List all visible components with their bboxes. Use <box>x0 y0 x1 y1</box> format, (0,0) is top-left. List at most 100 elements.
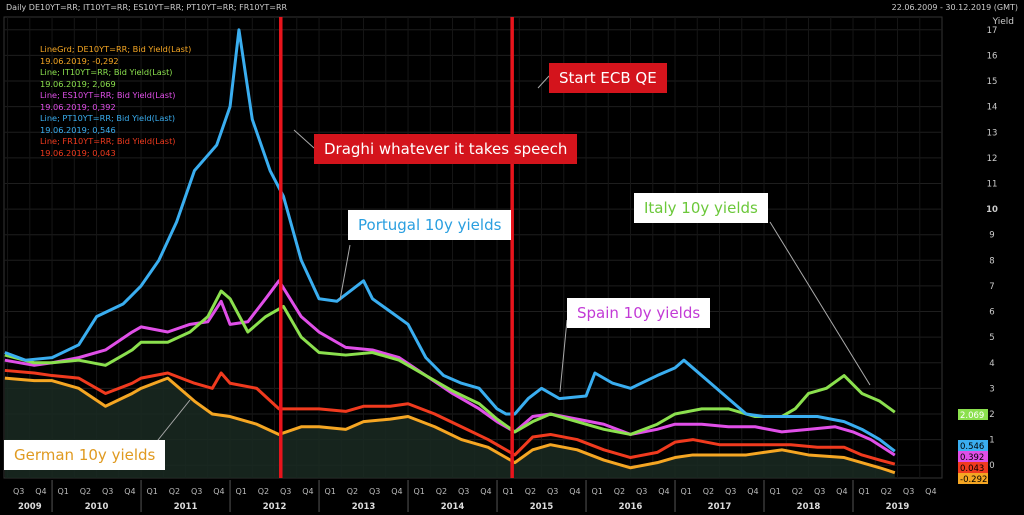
x-tick-quarter: Q3 <box>547 487 558 496</box>
x-tick-quarter: Q4 <box>569 487 580 496</box>
x-tick-quarter: Q2 <box>347 487 358 496</box>
legend-it-line1: Line; IT10YT=RR; Bid Yield(Last) <box>40 67 173 77</box>
x-tick-quarter: Q3 <box>636 487 647 496</box>
callout-draghi: Draghi whatever it takes speech <box>314 134 578 164</box>
legend-pt-line2: 19.06.2019; 0,546 <box>40 124 116 135</box>
x-tick-quarter: Q2 <box>436 487 447 496</box>
date-range: 22.06.2009 - 30.12.2019 (GMT) <box>891 3 1018 12</box>
callout-italy: Italy 10y yields <box>634 193 768 223</box>
x-tick-year: 2011 <box>174 502 198 512</box>
y-tick-label: 5 <box>989 333 994 343</box>
y-tick-label: 4 <box>989 359 994 369</box>
x-tick-quarter: Q1 <box>324 487 335 496</box>
x-tick-quarter: Q3 <box>725 487 736 496</box>
y-tick-label: 2 <box>989 410 994 420</box>
legend-de-line1: LineGrd; DE10YT=RR; Bid Yield(Last) <box>40 44 192 54</box>
x-tick-year: 2018 <box>797 502 821 512</box>
x-tick-quarter: Q4 <box>480 487 491 496</box>
x-tick-quarter: Q4 <box>836 487 847 496</box>
x-tick-year: 2015 <box>530 502 554 512</box>
x-tick-year: 2014 <box>441 502 465 512</box>
y-tick-label: 13 <box>987 128 998 138</box>
y-tick-label: 10 <box>986 205 998 215</box>
x-tick-quarter: Q3 <box>280 487 291 496</box>
x-tick-year: 2010 <box>85 502 109 512</box>
x-tick-quarter: Q4 <box>391 487 402 496</box>
x-tick-quarter: Q1 <box>769 487 780 496</box>
y-tick-label: 11 <box>987 179 998 189</box>
x-tick-quarter: Q2 <box>169 487 180 496</box>
x-tick-quarter: Q2 <box>792 487 803 496</box>
x-tick-quarter: Q3 <box>13 487 24 496</box>
legend-es-line1: Line; ES10YT=RR; Bid Yield(Last) <box>40 90 176 100</box>
last-value-it: 2.069 <box>960 411 984 421</box>
x-tick-quarter: Q2 <box>881 487 892 496</box>
y-tick-label: 0 <box>989 461 994 471</box>
spain-leader <box>559 319 568 393</box>
callout-portugal: Portugal 10y yields <box>348 210 512 240</box>
ecb-leader <box>537 75 550 89</box>
x-tick-quarter: Q4 <box>124 487 135 496</box>
last-value-badge-es <box>958 451 988 462</box>
legend-de-line2: 19.06.2019; -0,292 <box>40 55 119 66</box>
x-tick-quarter: Q2 <box>614 487 625 496</box>
x-tick-quarter: Q2 <box>80 487 91 496</box>
x-tick-quarter: Q3 <box>458 487 469 496</box>
y-tick-label: 7 <box>989 282 994 292</box>
x-tick-quarter: Q1 <box>680 487 691 496</box>
x-tick-quarter: Q2 <box>525 487 536 496</box>
x-tick-quarter: Q1 <box>858 487 869 496</box>
x-tick-quarter: Q1 <box>502 487 513 496</box>
x-tick-quarter: Q3 <box>369 487 380 496</box>
x-tick-quarter: Q4 <box>35 487 46 496</box>
x-tick-quarter: Q4 <box>925 487 936 496</box>
y-tick-label: 8 <box>989 256 994 266</box>
y-tick-label: 12 <box>987 154 998 164</box>
y-tick-label: 17 <box>987 26 998 36</box>
x-tick-quarter: Q4 <box>302 487 313 496</box>
x-tick-year: 2013 <box>352 502 376 512</box>
x-tick-quarter: Q1 <box>57 487 68 496</box>
chart-header: Daily DE10YT=RR; IT10YT=RR; ES10YT=RR; P… <box>0 0 1024 14</box>
callout-german: German 10y yields <box>4 440 166 470</box>
x-tick-quarter: Q2 <box>258 487 269 496</box>
x-tick-year: 2019 <box>886 502 910 512</box>
callout-spain: Spain 10y yields <box>567 298 711 328</box>
x-tick-quarter: Q3 <box>903 487 914 496</box>
x-tick-quarter: Q1 <box>235 487 246 496</box>
y-tick-label: 15 <box>987 77 998 87</box>
series-pt-line <box>4 28 896 453</box>
chart-title: Daily DE10YT=RR; IT10YT=RR; ES10YT=RR; P… <box>6 3 288 12</box>
portugal-leader <box>339 244 351 301</box>
y-tick-label: 3 <box>989 384 994 394</box>
y-tick-label: 6 <box>989 308 994 318</box>
x-tick-quarter: Q1 <box>591 487 602 496</box>
legend-fr-line1: Line; FR10YT=RR; Bid Yield(Last) <box>40 136 176 146</box>
draghi-leader <box>293 129 315 149</box>
callout-ecb: Start ECB QE <box>549 63 667 93</box>
last-value-badge-pt <box>958 440 988 451</box>
last-value-fr: 0.043 <box>960 464 984 474</box>
last-value-es: 0.392 <box>960 453 984 463</box>
last-value-pt: 0.546 <box>960 442 984 452</box>
italy-leader <box>769 221 871 386</box>
x-tick-quarter: Q1 <box>146 487 157 496</box>
y-tick-label: 14 <box>987 103 998 113</box>
last-value-de: -0.292 <box>960 475 987 485</box>
legend-pt-line1: Line; PT10YT=RR; Bid Yield(Last) <box>40 113 176 123</box>
y-tick-label: 16 <box>987 51 998 61</box>
legend-es-line2: 19.06.2019; 0,392 <box>40 101 116 112</box>
x-tick-quarter: Q3 <box>102 487 113 496</box>
x-tick-quarter: Q3 <box>191 487 202 496</box>
legend-fr-line2: 19.06.2019; 0,043 <box>40 147 116 158</box>
y-axis-label: Yield <box>992 17 1014 27</box>
x-tick-quarter: Q2 <box>703 487 714 496</box>
legend-it-line2: 19.06.2019; 2,069 <box>40 78 116 89</box>
series-de-line <box>4 376 896 475</box>
x-tick-quarter: Q4 <box>658 487 669 496</box>
x-tick-year: 2009 <box>18 502 42 512</box>
last-value-badge-it <box>958 409 988 420</box>
x-tick-quarter: Q1 <box>413 487 424 496</box>
last-value-badge-de <box>958 473 988 484</box>
